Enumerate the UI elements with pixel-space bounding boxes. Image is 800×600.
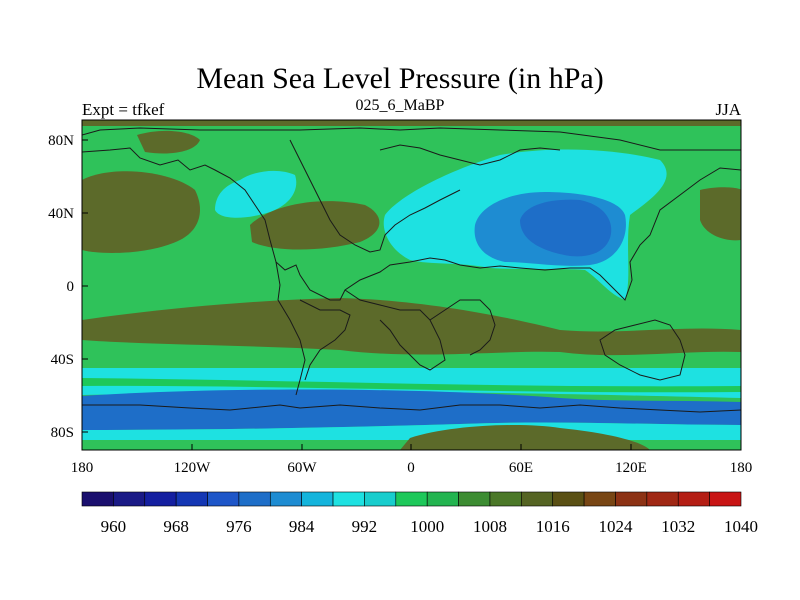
colorbar-label: 1016 bbox=[535, 517, 570, 536]
lon-tick-label: 180 bbox=[71, 460, 94, 476]
colorbar-label: 984 bbox=[288, 517, 315, 536]
colorbar-swatch bbox=[489, 491, 522, 507]
lon-tick-label: 120W bbox=[174, 460, 212, 476]
colorbar-swatch bbox=[677, 491, 710, 507]
colorbar-swatch bbox=[458, 491, 491, 507]
colorbar-swatch bbox=[426, 491, 459, 507]
lat-tick-label: 80S bbox=[51, 425, 74, 441]
colorbar-swatch bbox=[615, 491, 648, 507]
colorbar-swatch bbox=[175, 491, 208, 507]
colorbar-swatch bbox=[144, 491, 177, 507]
colorbar-label: 992 bbox=[351, 517, 378, 536]
asian-low-core bbox=[520, 199, 612, 257]
map-title: Mean Sea Level Pressure (in hPa) bbox=[196, 62, 604, 95]
colorbar-swatch bbox=[646, 491, 679, 507]
north-pole-band bbox=[82, 120, 741, 126]
lat-tick-label: 0 bbox=[67, 279, 75, 295]
run-label: 025_6_MaBP bbox=[355, 97, 445, 114]
colorbar-label: 1000 bbox=[410, 517, 445, 536]
colorbar-label: 1040 bbox=[724, 517, 758, 536]
colorbar-swatch bbox=[238, 491, 271, 507]
antarctica-coast bbox=[82, 404, 741, 413]
south-america-west bbox=[275, 261, 306, 396]
north-atlantic-high bbox=[250, 201, 380, 250]
experiment-label: Expt = tfkef bbox=[82, 100, 165, 119]
west-pacific-high bbox=[700, 187, 741, 241]
north-pacific-high bbox=[82, 171, 200, 253]
lon-tick-label: 120E bbox=[615, 460, 647, 476]
colorbar-swatch bbox=[709, 491, 742, 507]
south-america-east bbox=[299, 299, 351, 381]
lon-tick-label: 60W bbox=[287, 460, 317, 476]
colorbar-swatch bbox=[207, 491, 240, 507]
north-continents-south-coast bbox=[82, 147, 741, 301]
southern-mid-band bbox=[82, 378, 741, 393]
southern-high-band bbox=[82, 298, 741, 356]
africa-coast bbox=[344, 289, 446, 371]
colorbar-swatch bbox=[301, 491, 334, 507]
colorbar-swatch bbox=[395, 491, 428, 507]
axis-ticks: 80N 40N 0 40S 80S 180 120W 60W 0 60E 120E 180 bbox=[48, 133, 752, 476]
colorbar-swatch bbox=[269, 491, 302, 507]
map-plot-area bbox=[82, 120, 741, 450]
lon-tick-label: 0 bbox=[407, 460, 415, 476]
colorbar-swatch bbox=[332, 491, 365, 507]
colorbar-label: 1008 bbox=[472, 517, 507, 536]
colorbar bbox=[81, 491, 742, 507]
madagascar-india-coast bbox=[429, 299, 496, 356]
season-label: JJA bbox=[715, 100, 741, 119]
colorbar-label: 1032 bbox=[661, 517, 696, 536]
colorbar-swatch bbox=[521, 491, 554, 507]
antarctic-high bbox=[400, 425, 650, 450]
colorbar-label: 968 bbox=[163, 517, 189, 536]
coastlines bbox=[82, 127, 741, 413]
lat-tick-label: 40N bbox=[48, 206, 74, 222]
colorbar-label: 1024 bbox=[598, 517, 633, 536]
lon-tick-label: 180 bbox=[730, 460, 753, 476]
colorbar-swatch bbox=[113, 491, 146, 507]
colorbar-swatch bbox=[364, 491, 397, 507]
colorbar-label: 960 bbox=[100, 517, 127, 536]
colorbar-swatch bbox=[552, 491, 585, 507]
lat-tick-label: 80N bbox=[48, 133, 74, 149]
colorbar-swatch bbox=[81, 491, 114, 507]
arctic-high bbox=[137, 130, 200, 154]
lon-tick-label: 60E bbox=[509, 460, 533, 476]
lat-tick-label: 40S bbox=[51, 352, 74, 368]
eurasia-north-coast bbox=[379, 144, 561, 166]
australia-coast bbox=[599, 319, 686, 381]
arctic-coast bbox=[82, 127, 741, 151]
colorbar-label: 976 bbox=[226, 517, 252, 536]
atlantic-coast bbox=[289, 139, 461, 253]
colorbar-swatch bbox=[583, 491, 616, 507]
